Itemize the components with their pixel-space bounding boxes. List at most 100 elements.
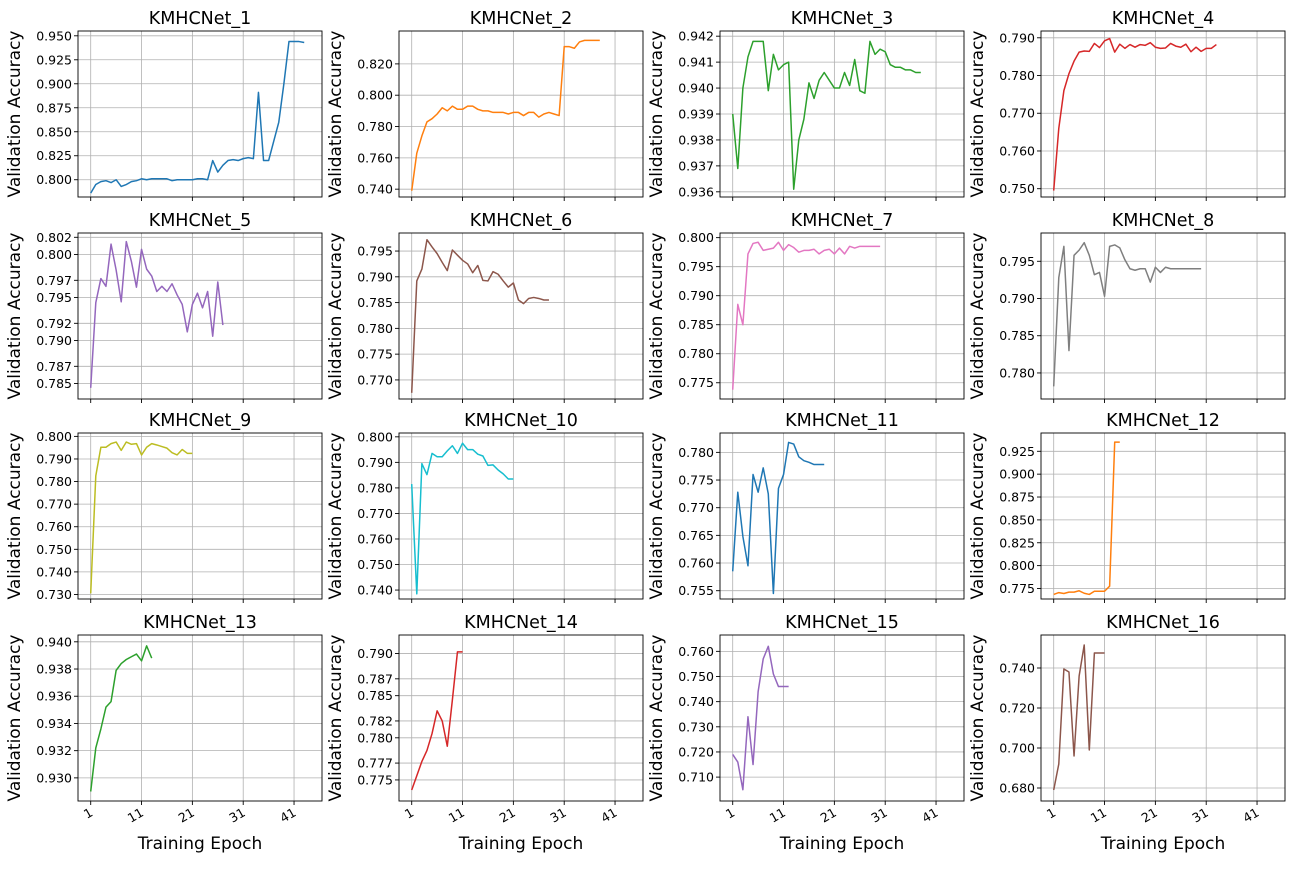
y-tick-label: 0.797 [36, 273, 72, 288]
subplot-2: 0.740 0.760 0.780 0.800 0.820 KMHCNet_2 Valida… [326, 9, 644, 201]
y-tick-label: 0.720 [999, 701, 1035, 716]
y-axis-label: Validation Accuracy [5, 233, 25, 400]
y-tick-label: 0.730 [678, 719, 714, 734]
y-tick-label: 0.740 [36, 564, 72, 579]
y-tick-label: 0.930 [36, 770, 72, 785]
x-tick-label: 11 [1088, 805, 1109, 826]
y-axis-label: Validation Accuracy [647, 233, 667, 400]
series-line [410, 238, 549, 393]
x-tick-label: 11 [446, 805, 467, 826]
y-tick-label: 0.942 [678, 29, 714, 44]
y-tick-label: 0.800 [999, 558, 1035, 573]
y-tick-label: 0.925 [36, 52, 72, 67]
subplot-9: 0.730 0.740 0.750 0.760 0.770 0.780 0.790 0.800… [5, 411, 323, 603]
series-line [731, 40, 921, 190]
y-tick-label: 0.825 [999, 535, 1035, 550]
series-line [731, 441, 825, 595]
axes-frame [398, 634, 644, 802]
y-tick-label: 0.770 [357, 372, 393, 387]
y-axis-label: Validation Accuracy [326, 635, 346, 802]
y-tick-label: 0.875 [36, 100, 72, 115]
y-tick-label: 0.950 [36, 28, 72, 43]
y-axis-label: Validation Accuracy [968, 31, 988, 198]
x-axis-label: Training Epoch [458, 834, 584, 854]
series-line [89, 441, 193, 594]
series-line [411, 651, 463, 791]
y-tick-label: 0.934 [36, 716, 72, 731]
y-tick-label: 0.787 [36, 359, 72, 374]
y-tick-label: 0.790 [357, 646, 393, 661]
x-axis-label: Training Epoch [1100, 834, 1226, 854]
y-tick-label: 0.770 [999, 106, 1035, 121]
y-tick-label: 0.938 [36, 662, 72, 677]
y-tick-label: 0.700 [999, 741, 1035, 756]
subplot-5: 0.785 0.787 0.790 0.792 0.795 0.797 0.800 0.802… [5, 211, 323, 403]
series-line [1053, 441, 1120, 596]
y-tick-label: 0.850 [999, 512, 1035, 527]
subplot-title: KMHCNet_14 [464, 613, 578, 633]
x-tick-label: 21 [176, 805, 197, 826]
y-tick-label: 0.740 [999, 661, 1035, 676]
y-tick-label: 0.787 [357, 671, 393, 686]
axes-frame [1040, 30, 1286, 198]
y-tick-label: 0.940 [36, 634, 72, 649]
y-axis-label: Validation Accuracy [968, 233, 988, 400]
y-tick-label: 0.938 [678, 132, 714, 147]
subplot-title: KMHCNet_1 [149, 9, 252, 29]
y-tick-label: 0.780 [999, 68, 1035, 83]
x-tick-label: 1 [1044, 805, 1058, 822]
x-tick-label: 21 [818, 805, 839, 826]
x-tick-label: 41 [1240, 805, 1261, 826]
y-tick-label: 0.850 [36, 124, 72, 139]
axes-frame [1040, 432, 1286, 600]
axes-frame [77, 30, 323, 198]
y-tick-label: 0.820 [357, 56, 393, 71]
y-axis-label: Validation Accuracy [326, 31, 346, 198]
axes-frame [719, 232, 965, 400]
series-line [410, 39, 600, 191]
y-axis-label: Validation Accuracy [647, 31, 667, 198]
y-tick-label: 0.932 [36, 743, 72, 758]
y-tick-label: 0.936 [36, 689, 72, 704]
y-tick-label: 0.875 [999, 490, 1035, 505]
y-tick-label: 0.785 [999, 328, 1035, 343]
y-axis-label: Validation Accuracy [968, 433, 988, 600]
y-axis-label: Validation Accuracy [5, 31, 25, 198]
y-tick-label: 0.790 [999, 30, 1035, 45]
axes-frame [77, 432, 323, 600]
y-axis-label: Validation Accuracy [968, 635, 988, 802]
y-tick-label: 0.785 [357, 688, 393, 703]
y-tick-label: 0.900 [999, 467, 1035, 482]
axes-frame [719, 432, 965, 600]
y-tick-label: 0.790 [357, 455, 393, 470]
y-tick-label: 0.680 [999, 781, 1035, 796]
y-tick-label: 0.760 [678, 644, 714, 659]
y-tick-label: 0.795 [357, 244, 393, 259]
y-tick-label: 0.790 [678, 288, 714, 303]
series-line [89, 645, 153, 792]
y-tick-label: 0.800 [36, 247, 72, 262]
y-tick-label: 0.780 [357, 480, 393, 495]
y-tick-label: 0.800 [36, 172, 72, 187]
series-line [89, 240, 224, 388]
y-tick-label: 0.790 [999, 291, 1035, 306]
y-tick-label: 0.941 [678, 55, 714, 70]
y-tick-label: 0.770 [36, 497, 72, 512]
subplot-10: 0.740 0.750 0.760 0.770 0.780 0.790 0.800 KMHCN… [326, 411, 644, 603]
y-tick-label: 0.792 [36, 316, 72, 331]
subplot-title: KMHCNet_7 [791, 211, 894, 231]
y-tick-label: 0.775 [357, 772, 393, 787]
y-tick-label: 0.750 [999, 181, 1035, 196]
y-tick-label: 0.730 [36, 587, 72, 602]
x-tick-label: 11 [767, 805, 788, 826]
y-tick-label: 0.750 [357, 557, 393, 572]
x-tick-label: 1 [723, 805, 737, 822]
y-tick-label: 0.760 [678, 556, 714, 571]
subplot-4: 0.750 0.760 0.770 0.780 0.790 KMHCNet_4 Valida… [968, 9, 1286, 201]
y-tick-label: 0.900 [36, 76, 72, 91]
y-tick-label: 0.775 [678, 473, 714, 488]
y-tick-label: 0.825 [36, 148, 72, 163]
y-tick-label: 0.782 [357, 713, 393, 728]
